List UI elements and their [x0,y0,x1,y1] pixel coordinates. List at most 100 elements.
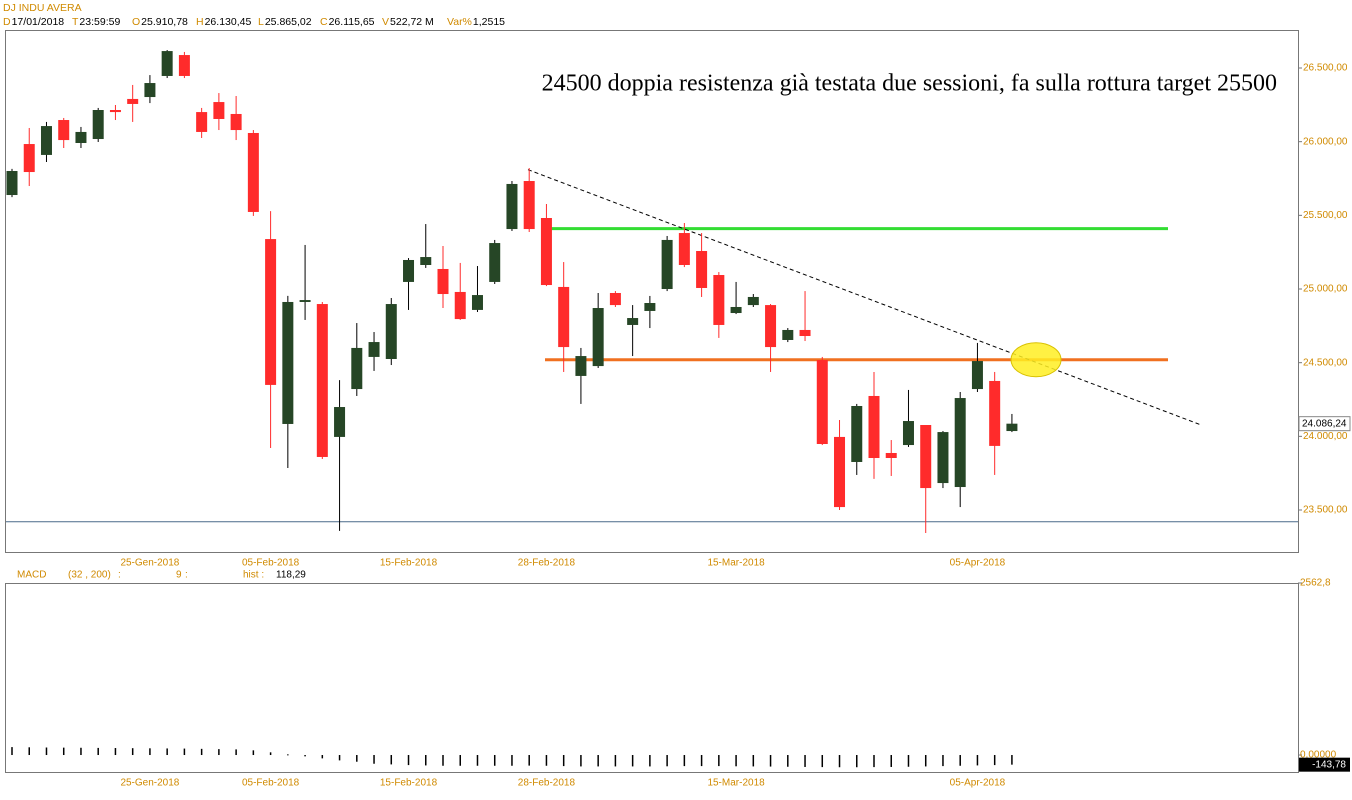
candle-body [765,305,777,348]
last-value-box [1299,757,1350,772]
y-tick-label: 24.000,00 [1303,431,1348,442]
x-tick-label: 15-Feb-2018 [380,558,438,569]
field-value: 522,72 M [390,16,434,28]
candle-body [540,217,552,286]
hist-bar [218,749,220,756]
candle-body [178,55,190,76]
hist-bar [511,755,513,766]
candle-body [196,112,208,132]
hist-bar [597,755,599,767]
hist-bar [735,755,737,767]
hist-bar [114,748,117,756]
hist-bar [718,755,720,767]
hist-bar [856,755,858,768]
candle-body [127,98,139,104]
field-key: O [132,16,140,28]
x-tick-label: 25-Gen-2018 [120,778,179,789]
y-tick-label: 0,00000 [1300,750,1337,761]
x-tick-label: 15-Mar-2018 [707,558,765,569]
candle-body [437,268,449,295]
candle-body [58,120,70,141]
candle-body [954,398,966,488]
macd-legend: 118,29 [276,570,306,581]
hist-bar [45,747,48,756]
candle-body [403,259,415,282]
macd-legend: 9 [176,570,182,581]
candle-body [213,102,225,119]
y-tick-label: 23.500,00 [1303,505,1348,516]
hist-bar [1011,755,1013,765]
hist-bar [614,755,617,767]
candle-body [851,405,863,462]
candle-body [1006,423,1018,432]
candle-body [454,291,466,320]
hist-bar [80,747,82,756]
last-value-box [1298,416,1351,432]
candle-body [989,380,1001,446]
candle-body [144,83,156,98]
candle-body [816,360,828,445]
x-tick-label: 15-Mar-2018 [707,778,765,789]
candle-body [247,132,259,212]
hist-bar [28,747,30,756]
candle-body [92,110,104,140]
candle-body [575,356,587,376]
candle-body [161,51,173,76]
trend-line [527,169,1201,426]
x-tick-label: 28-Feb-2018 [518,558,576,569]
hist-bar [304,755,306,757]
hist-bar [631,755,634,767]
hist-bar [821,755,824,768]
field-value: 23:59:59 [79,16,120,28]
candle-body [678,233,690,265]
price-panel [5,30,1299,553]
candle-body [920,424,932,489]
candle-body [471,295,483,310]
hist-bar [493,755,496,766]
candle-body [230,113,242,131]
hist-bar [166,748,168,756]
hist-bar [907,755,910,767]
hist-bar [149,748,151,756]
macd-panel [5,583,1299,773]
hist-bar [873,755,875,768]
hist-bar [321,755,324,759]
macd-legend: hist : [243,570,264,581]
field-value: 25.910,78 [141,16,188,28]
hist-bar [373,755,375,764]
hist-bar [442,755,444,766]
field-value: 26.130,45 [205,16,252,28]
field-value: 25.865,02 [265,16,312,28]
hist-bar [976,755,979,766]
candle-body [299,300,311,302]
candle-body [834,436,846,508]
candle-body [282,301,294,424]
hist-bar [545,755,548,766]
hist-bar [131,748,134,756]
candle-body [506,183,518,230]
hist-bar [390,755,393,765]
x-tick-label: 28-Feb-2018 [518,778,576,789]
hist-bar [269,752,272,756]
candle-body [696,250,708,288]
candle-body [420,257,432,265]
hist-bar [528,755,530,766]
hist-bar [993,755,996,766]
y-tick-label: 2562,8 [1300,578,1331,589]
candle-body [334,407,346,437]
field-key: D [3,16,11,28]
field-value: 17/01/2018 [12,16,65,28]
field-key: T [72,16,79,28]
candle-body [40,126,52,155]
x-tick-label: 15-Feb-2018 [380,778,438,789]
candle-body [109,110,121,113]
macd-legend: : [118,570,121,581]
hist-bar [562,755,565,767]
hist-bar [97,747,99,756]
field-key: H [196,16,204,28]
candle-body [747,296,759,306]
x-tick-label: 05-Feb-2018 [242,558,300,569]
hist-bar [425,755,427,766]
candle-body [971,361,983,390]
